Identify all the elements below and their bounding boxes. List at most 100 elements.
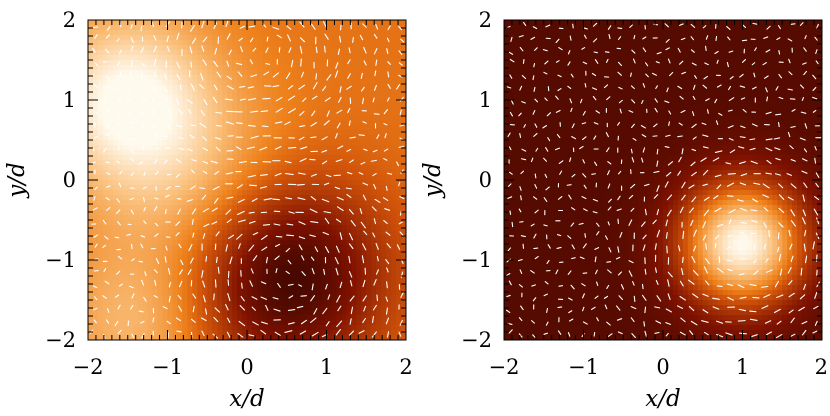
velocity-vector <box>142 186 147 190</box>
heatmap-cell <box>504 120 510 126</box>
heatmap-cell <box>172 250 179 256</box>
heatmap-cell <box>366 300 372 306</box>
heatmap-cell <box>271 175 278 181</box>
heatmap-cell <box>197 80 203 86</box>
velocity-vector <box>151 123 156 128</box>
heatmap-cell <box>331 80 338 86</box>
heatmap-cell <box>157 240 164 246</box>
heatmap-cell <box>336 85 343 91</box>
heatmap-cell <box>296 205 303 211</box>
heatmap-cell <box>102 140 109 146</box>
heatmap-cell <box>286 280 293 286</box>
velocity-vector <box>323 268 326 275</box>
velocity-vector <box>102 244 107 249</box>
heatmap-cell <box>276 195 283 201</box>
heatmap-cell <box>261 325 268 331</box>
heatmap-cell <box>251 315 258 321</box>
velocity-vector <box>130 45 134 52</box>
heatmap-cell <box>341 30 347 36</box>
heatmap-cell <box>112 215 119 221</box>
heatmap-cell <box>232 180 238 186</box>
heatmap-cell <box>331 280 338 286</box>
heatmap-cell <box>271 215 278 221</box>
velocity-vector <box>299 158 307 162</box>
heatmap-cell <box>167 230 174 236</box>
velocity-vector <box>164 97 169 101</box>
heatmap-cell <box>376 165 382 171</box>
heatmap-cell <box>361 230 367 236</box>
heatmap-cell <box>316 135 323 141</box>
heatmap-cell <box>376 280 382 286</box>
heatmap-cell <box>341 210 347 216</box>
heatmap-cell <box>137 130 144 136</box>
heatmap-cell <box>386 65 392 71</box>
heatmap-cell <box>326 285 333 291</box>
heatmap-cell <box>251 60 258 66</box>
heatmap-cell <box>256 85 263 91</box>
heatmap-cell <box>261 85 268 91</box>
heatmap-cell <box>227 305 233 311</box>
heatmap-cell <box>97 85 104 91</box>
heatmap-cell <box>316 265 323 271</box>
heatmap-cell <box>187 150 193 156</box>
velocity-vector <box>238 243 241 249</box>
heatmap-cell <box>346 290 352 296</box>
heatmap-cell <box>356 190 362 196</box>
heatmap-cell <box>276 200 283 206</box>
heatmap-cell <box>331 170 338 176</box>
heatmap-cell <box>157 90 164 96</box>
heatmap-cell <box>311 330 318 336</box>
velocity-vector <box>93 196 96 201</box>
heatmap-cell <box>346 120 352 126</box>
heatmap-cell <box>122 130 129 136</box>
heatmap-cell <box>167 85 174 91</box>
heatmap-cell <box>88 40 94 46</box>
velocity-vector <box>386 331 390 338</box>
heatmap-cell <box>306 40 313 46</box>
heatmap-cell <box>107 50 114 56</box>
heatmap-cell <box>261 150 268 156</box>
heatmap-cell <box>247 255 253 261</box>
heatmap-cell <box>321 30 328 36</box>
heatmap-cell <box>321 290 328 296</box>
heatmap-cell <box>401 205 406 211</box>
heatmap-cell <box>177 285 184 291</box>
heatmap-cell <box>326 85 333 91</box>
heatmap-cell <box>142 325 149 331</box>
heatmap-cell <box>376 220 382 226</box>
heatmap-cell <box>88 100 94 106</box>
heatmap-cell <box>177 210 184 216</box>
heatmap-cell <box>247 175 253 181</box>
heatmap-cell <box>232 225 238 231</box>
heatmap-cell <box>142 120 149 126</box>
heatmap-cell <box>97 160 104 166</box>
heatmap-cell <box>162 75 169 81</box>
velocity-vector <box>274 243 281 247</box>
heatmap-cell <box>127 20 134 26</box>
heatmap-cell <box>366 270 372 276</box>
heatmap-cell <box>296 215 303 221</box>
heatmap-cell <box>326 70 333 76</box>
heatmap-cell <box>351 95 357 101</box>
heatmap-cell <box>88 150 94 156</box>
heatmap-cell <box>311 285 318 291</box>
heatmap-cell <box>202 260 208 266</box>
heatmap-cell <box>112 95 119 101</box>
heatmap-cell <box>247 230 253 236</box>
heatmap-cell <box>336 200 343 206</box>
heatmap-cell <box>197 240 203 246</box>
heatmap-cell <box>182 25 188 31</box>
heatmap-cell <box>391 145 397 151</box>
heatmap-cell <box>391 180 397 186</box>
heatmap-cell <box>396 135 402 141</box>
heatmap-cell <box>192 200 198 206</box>
velocity-vector <box>202 59 207 66</box>
heatmap-cell <box>281 320 288 326</box>
heatmap-cell <box>266 215 273 221</box>
heatmap-cell <box>177 225 184 231</box>
heatmap-cell <box>162 70 169 76</box>
heatmap-cell <box>222 175 228 181</box>
heatmap-cell <box>237 280 243 286</box>
heatmap-cell <box>167 95 174 101</box>
heatmap-cell <box>137 70 144 76</box>
